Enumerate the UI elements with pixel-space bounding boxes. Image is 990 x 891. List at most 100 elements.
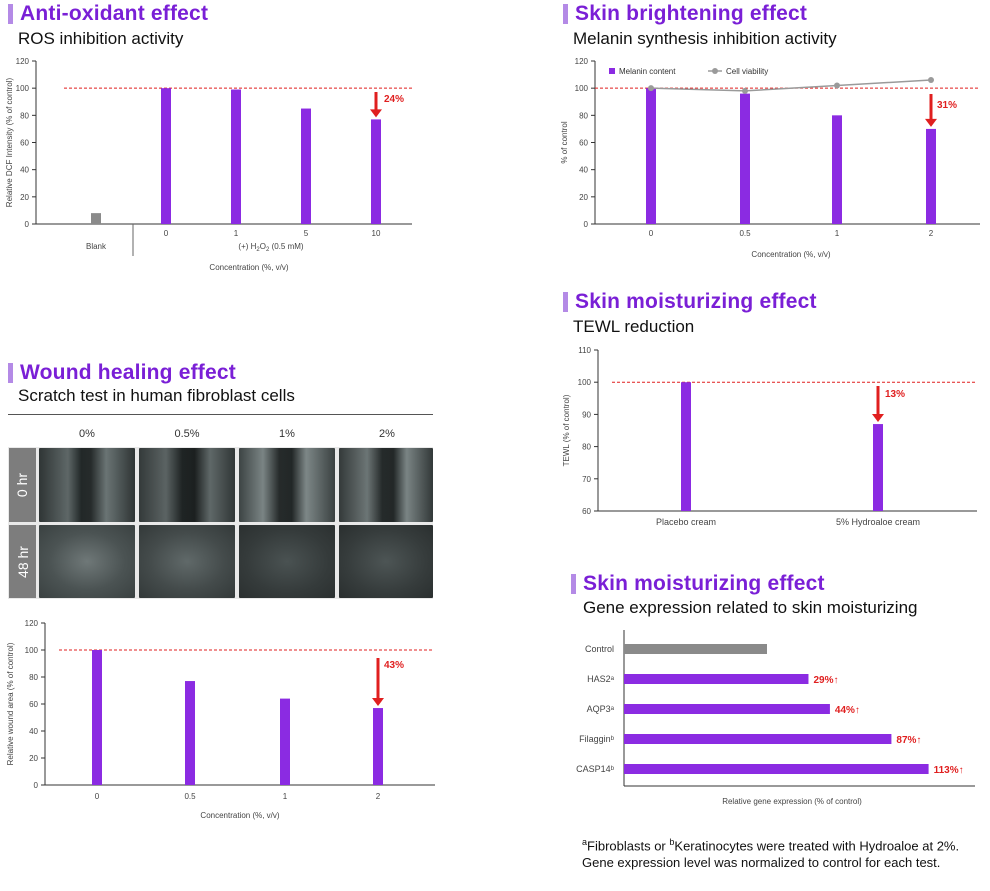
y-tick-label: 60 (579, 139, 588, 148)
y-tick-label: 40 (579, 166, 588, 175)
reduction-arrow-head (872, 414, 884, 423)
y-tick-label: 20 (579, 193, 588, 202)
y-axis-label: Relative wound area (% of control) (6, 642, 15, 765)
x-tick-label: 0 (164, 229, 169, 238)
reduction-label: 24% (384, 94, 404, 105)
x-tick-label: 2 (929, 229, 934, 238)
title-accent-bar (8, 363, 13, 383)
title-accent-bar (563, 292, 568, 312)
scratch-image-2pct-0hr (339, 448, 433, 522)
y-tick-label: 80 (582, 443, 591, 452)
bar (301, 108, 311, 224)
column-label: 1% (279, 428, 295, 440)
x-axis-label: Concentration (%, v/v) (200, 811, 279, 820)
x-tick-label: 0 (649, 229, 654, 238)
title-accent-bar (571, 574, 576, 594)
scratch-image-05pct-48hr (139, 525, 235, 598)
y-tick-label: 40 (20, 166, 29, 175)
viability-point (742, 87, 748, 94)
reduction-arrow-head (372, 698, 384, 707)
y-tick-label: 80 (29, 673, 38, 682)
footnote-line1: aFibroblasts or bKeratinocytes were trea… (582, 837, 960, 854)
bar (646, 88, 656, 224)
y-axis-label: TEWL (% of control) (562, 394, 571, 466)
y-tick-label: 0 (25, 220, 30, 229)
y-tick-label: 0 (34, 781, 39, 790)
x-axis-label: Concentration (%, v/v) (209, 263, 288, 272)
bar (832, 115, 842, 224)
scratch-image-05pct-0hr (139, 448, 235, 522)
reduction-label: 31% (937, 100, 957, 111)
footnote-line2: Gene expression level was normalized to … (582, 855, 941, 871)
viability-point (928, 77, 934, 84)
y-tick-label: 120 (16, 57, 30, 66)
reduction-label: 13% (885, 389, 905, 400)
tewl-title: Skin moisturizing effect (563, 290, 817, 314)
reduction-label: 43% (384, 660, 404, 671)
y-tick-label: 0 (584, 220, 589, 229)
category-label: Control (585, 644, 614, 654)
x-axis-label: Concentration (%, v/v) (751, 250, 830, 259)
y-tick-label: 70 (582, 475, 591, 484)
column-label: 0.5% (174, 428, 200, 440)
x-tick-label: 1 (835, 229, 840, 238)
column-label: 0% (79, 428, 95, 440)
y-tick-label: 80 (20, 111, 29, 120)
x-tick-label: 10 (372, 229, 381, 238)
bar (280, 698, 290, 785)
bar (371, 119, 381, 224)
scratch-image-1pct-0hr (239, 448, 335, 522)
increase-label: 113%↑ (934, 765, 964, 776)
y-tick-label: 120 (575, 57, 589, 66)
wound-title: Wound healing effect (8, 361, 236, 385)
title-accent-bar (8, 4, 13, 24)
x-tick-label: Placebo cream (656, 517, 716, 527)
x-tick-label: 1 (234, 229, 239, 238)
scratch-image-2pct-48hr (339, 525, 433, 598)
y-tick-label: 20 (20, 193, 29, 202)
y-tick-label: 60 (20, 139, 29, 148)
y-axis-label: Relative DCF Intensity (% of control) (5, 77, 14, 207)
bar (161, 88, 171, 224)
reduction-arrow-head (370, 109, 382, 118)
y-tick-label: 100 (575, 84, 589, 93)
category-label: HAS2ᵃ (587, 674, 615, 684)
gene-chart: Control HAS2ᵃ 29%↑ AQP3ᵃ 44%↑ Filagginᵇ 87%↑ CA… (576, 630, 975, 806)
title-accent-bar (563, 4, 568, 24)
scratch-image-0pct-48hr (39, 525, 135, 598)
bar (373, 708, 383, 785)
bar (185, 681, 195, 785)
category-label: AQP3ᵃ (587, 704, 615, 714)
scratch-image-1pct-48hr (239, 525, 335, 598)
y-tick-label: 100 (25, 646, 39, 655)
increase-label: 44%↑ (835, 705, 860, 716)
x-tick-label: 0 (95, 792, 100, 801)
column-label: 2% (379, 428, 395, 440)
y-tick-label: 40 (29, 727, 38, 736)
x-tick-label: 2 (376, 792, 381, 801)
footnote: aFibroblasts or bKeratinocytes were trea… (582, 834, 959, 871)
bar (624, 704, 830, 714)
reduction-arrow-head (925, 118, 937, 127)
legend-line-marker (712, 68, 718, 74)
wound-chart: 0 20 40 60 80 100 120 0 0.5 1 2 Concentration (%, v… (6, 619, 435, 820)
x-tick-label: 1 (283, 792, 288, 801)
bar (624, 674, 809, 684)
y-tick-label: 120 (25, 619, 39, 628)
x-tick-label: 0.5 (184, 792, 196, 801)
y-axis-label: % of control (560, 121, 569, 163)
bar (624, 764, 929, 774)
antioxidant-chart: 0 20 40 60 80 100 120 0 1 5 10 Blank (+) H2O2 (0.5 m… (5, 57, 412, 272)
tewl-subtitle: TEWL reduction (573, 317, 695, 336)
bar (624, 734, 892, 744)
y-tick-label: 110 (578, 346, 591, 355)
x-axis-label: Relative gene expression (% of control) (722, 797, 862, 806)
group-label: (+) H2O2 (0.5 mM) (238, 242, 303, 253)
y-tick-label: 60 (582, 507, 591, 516)
antioxidant-title: Anti-oxidant effect (8, 2, 208, 26)
blank-label: Blank (86, 242, 107, 251)
row-label-0hr: 0 hr (9, 448, 36, 522)
legend-bar-label: Melanin content (619, 67, 676, 76)
y-tick-label: 20 (29, 754, 38, 763)
row-label-48hr: 48 hr (9, 525, 36, 598)
